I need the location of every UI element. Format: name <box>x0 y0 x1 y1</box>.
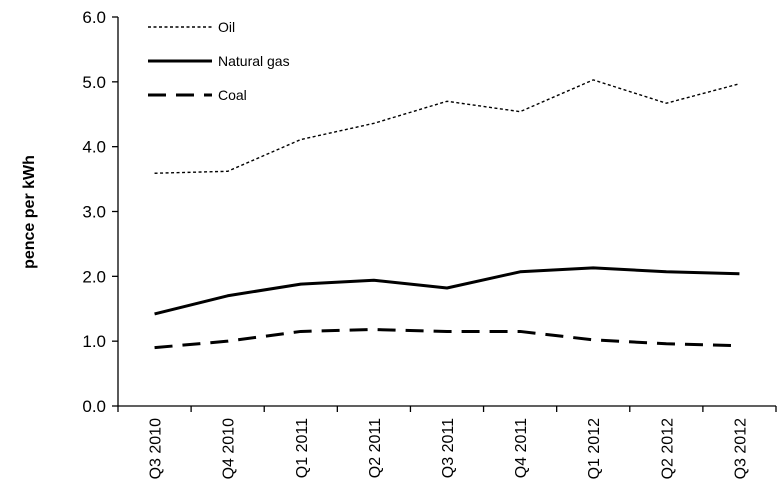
y-tick-label: 1.0 <box>82 332 106 351</box>
series-line-coal <box>154 328 740 350</box>
x-tick-label: Q3 2012 <box>732 418 749 479</box>
x-tick-label: Q3 2010 <box>148 418 165 479</box>
y-axis-title: pence per kWh <box>21 155 38 269</box>
axes: 0.0 1.0 2.0 3.0 4.0 5.0 6.0 Q3 2010 Q4 2010 Q1 20… <box>82 8 777 479</box>
legend-label: Natural gas <box>218 53 290 69</box>
y-tick-label: 2.0 <box>82 267 106 286</box>
series-line-oil <box>154 79 740 174</box>
x-tick-label: Q4 2010 <box>221 418 238 479</box>
y-tick-label: 5.0 <box>82 73 106 92</box>
legend-label: Coal <box>218 87 247 103</box>
series-layer <box>154 79 740 350</box>
x-tick-label: Q3 2011 <box>440 418 457 478</box>
y-tick-label: 4.0 <box>82 138 106 157</box>
legend: Oil Natural gas Coal <box>148 19 290 103</box>
y-tick-label: 3.0 <box>82 203 106 222</box>
legend-label: Oil <box>218 19 235 35</box>
y-tick-label: 6.0 <box>82 8 106 27</box>
x-tick-label: Q4 2011 <box>513 418 530 478</box>
series-line-natural-gas <box>154 266 740 316</box>
y-tick-label: 0.0 <box>82 397 106 416</box>
x-tick-label: Q1 2011 <box>294 418 311 478</box>
x-tick-label: Q2 2011 <box>367 418 384 478</box>
x-tick-label: Q2 2012 <box>659 418 676 479</box>
x-tick-label: Q1 2012 <box>586 418 603 479</box>
